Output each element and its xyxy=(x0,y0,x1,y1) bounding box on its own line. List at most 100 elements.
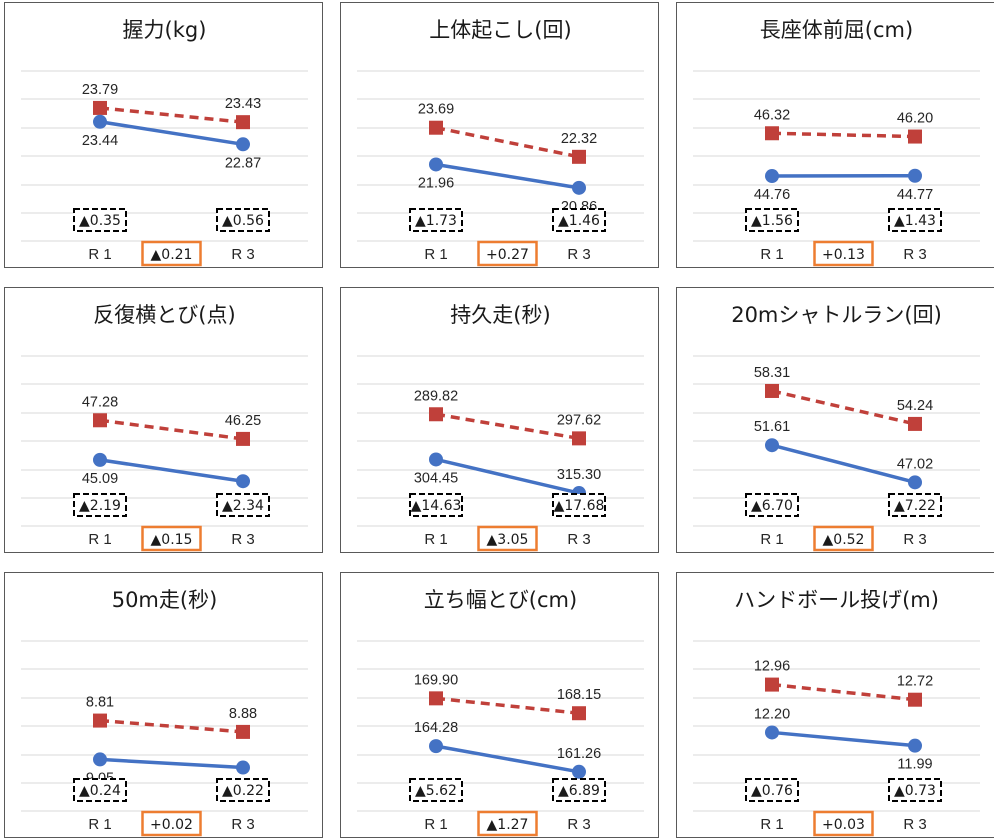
change-label: +0.03 xyxy=(822,817,865,833)
x-tick-label: R 3 xyxy=(567,246,590,263)
diff-label: ▲1.73 xyxy=(415,213,457,229)
circle-marker xyxy=(765,725,779,739)
circle-marker xyxy=(93,453,107,467)
r3-series-line xyxy=(100,108,243,122)
circle-marker xyxy=(765,169,779,183)
diff-label: ▲1.46 xyxy=(558,213,600,229)
r3-series-line xyxy=(772,133,915,136)
data-label: 47.02 xyxy=(897,456,933,472)
square-marker xyxy=(572,431,586,445)
square-marker xyxy=(236,725,250,739)
square-marker xyxy=(572,150,586,164)
diff-label: ▲1.56 xyxy=(751,213,793,229)
x-tick-label: R 1 xyxy=(424,816,447,833)
circle-marker xyxy=(429,157,443,171)
square-marker xyxy=(93,101,107,115)
diff-label: ▲0.35 xyxy=(79,213,121,229)
circle-marker xyxy=(93,115,107,129)
circle-marker xyxy=(236,137,250,151)
square-marker xyxy=(429,121,443,135)
data-label: 315.30 xyxy=(557,467,601,483)
data-label: 46.20 xyxy=(897,111,933,127)
x-tick-label: R 3 xyxy=(903,531,926,548)
circle-marker xyxy=(572,181,586,195)
change-label: +0.02 xyxy=(150,817,193,833)
square-marker xyxy=(765,678,779,692)
change-label: ▲0.52 xyxy=(823,532,865,548)
square-marker xyxy=(429,407,443,421)
square-marker xyxy=(236,432,250,446)
x-tick-label: R 1 xyxy=(88,246,111,263)
r3-series-line xyxy=(100,420,243,439)
chart-panel: 反復横とび(点)47.2845.0946.2543.91▲2.19▲2.34R … xyxy=(4,287,323,553)
chart-svg: 上体起こし(回)23.6921.9622.3220.86▲1.73▲1.46R … xyxy=(341,3,660,269)
diff-label: ▲0.76 xyxy=(751,783,793,799)
r1-series-line xyxy=(100,759,243,767)
square-marker xyxy=(908,130,922,144)
data-label: 46.32 xyxy=(754,107,790,123)
square-marker xyxy=(765,384,779,398)
circle-marker xyxy=(908,739,922,753)
x-tick-label: R 3 xyxy=(231,531,254,548)
r3-series-line xyxy=(436,128,579,157)
x-tick-label: R 3 xyxy=(231,246,254,263)
data-label: 54.24 xyxy=(897,398,933,414)
x-tick-label: R 1 xyxy=(424,246,447,263)
chart-svg: 長座体前屈(cm)46.3244.7646.2044.77▲1.56▲1.43R… xyxy=(677,3,994,269)
data-label: 297.62 xyxy=(557,412,601,428)
r1-series-line xyxy=(772,445,915,482)
x-tick-label: R 3 xyxy=(903,816,926,833)
data-label: 11.99 xyxy=(897,757,932,773)
data-label: 168.15 xyxy=(557,687,601,703)
circle-marker xyxy=(93,752,107,766)
chart-title: 50m走(秒) xyxy=(112,588,218,612)
x-tick-label: R 1 xyxy=(88,531,111,548)
chart-svg: 20mシャトルラン(回)58.3151.6154.2447.02▲6.70▲7.… xyxy=(677,288,994,554)
data-label: 12.72 xyxy=(897,674,933,690)
data-label: 22.32 xyxy=(561,131,597,147)
diff-label: ▲14.63 xyxy=(411,498,462,514)
r1-series-line xyxy=(436,164,579,187)
chart-svg: ハンドボール投げ(m)12.9612.2012.7211.99▲0.76▲0.7… xyxy=(677,573,994,839)
circle-marker xyxy=(429,452,443,466)
chart-svg: 立ち幅とび(cm)169.90164.28168.15161.26▲5.62▲6… xyxy=(341,573,660,839)
change-label: ▲1.27 xyxy=(487,817,529,833)
data-label: 12.96 xyxy=(754,659,790,675)
data-label: 161.26 xyxy=(557,746,601,762)
x-tick-label: R 1 xyxy=(760,816,783,833)
diff-label: ▲6.70 xyxy=(751,498,793,514)
square-marker xyxy=(572,706,586,720)
diff-label: ▲5.62 xyxy=(415,783,457,799)
chart-title: ハンドボール投げ(m) xyxy=(734,588,939,612)
diff-label: ▲0.56 xyxy=(222,213,264,229)
data-label: 22.87 xyxy=(225,155,261,171)
data-label: 304.45 xyxy=(414,470,458,486)
chart-title: 立ち幅とび(cm) xyxy=(424,588,577,612)
circle-marker xyxy=(765,438,779,452)
chart-title: 20mシャトルラン(回) xyxy=(731,303,942,327)
square-marker xyxy=(908,693,922,707)
change-label: ▲3.05 xyxy=(487,532,529,548)
chart-title: 反復横とび(点) xyxy=(93,303,235,327)
r1-series-line xyxy=(100,122,243,145)
x-tick-label: R 1 xyxy=(760,531,783,548)
square-marker xyxy=(429,691,443,705)
data-label: 169.90 xyxy=(414,672,458,688)
circle-marker xyxy=(236,761,250,775)
circle-marker xyxy=(236,474,250,488)
data-label: 23.44 xyxy=(82,133,118,149)
r1-series-line xyxy=(772,732,915,745)
circle-marker xyxy=(429,739,443,753)
diff-label: ▲2.19 xyxy=(79,498,121,514)
chart-title: 上体起こし(回) xyxy=(429,18,571,42)
data-label: 46.25 xyxy=(225,413,261,429)
diff-label: ▲0.24 xyxy=(79,783,121,799)
x-tick-label: R 3 xyxy=(567,816,590,833)
